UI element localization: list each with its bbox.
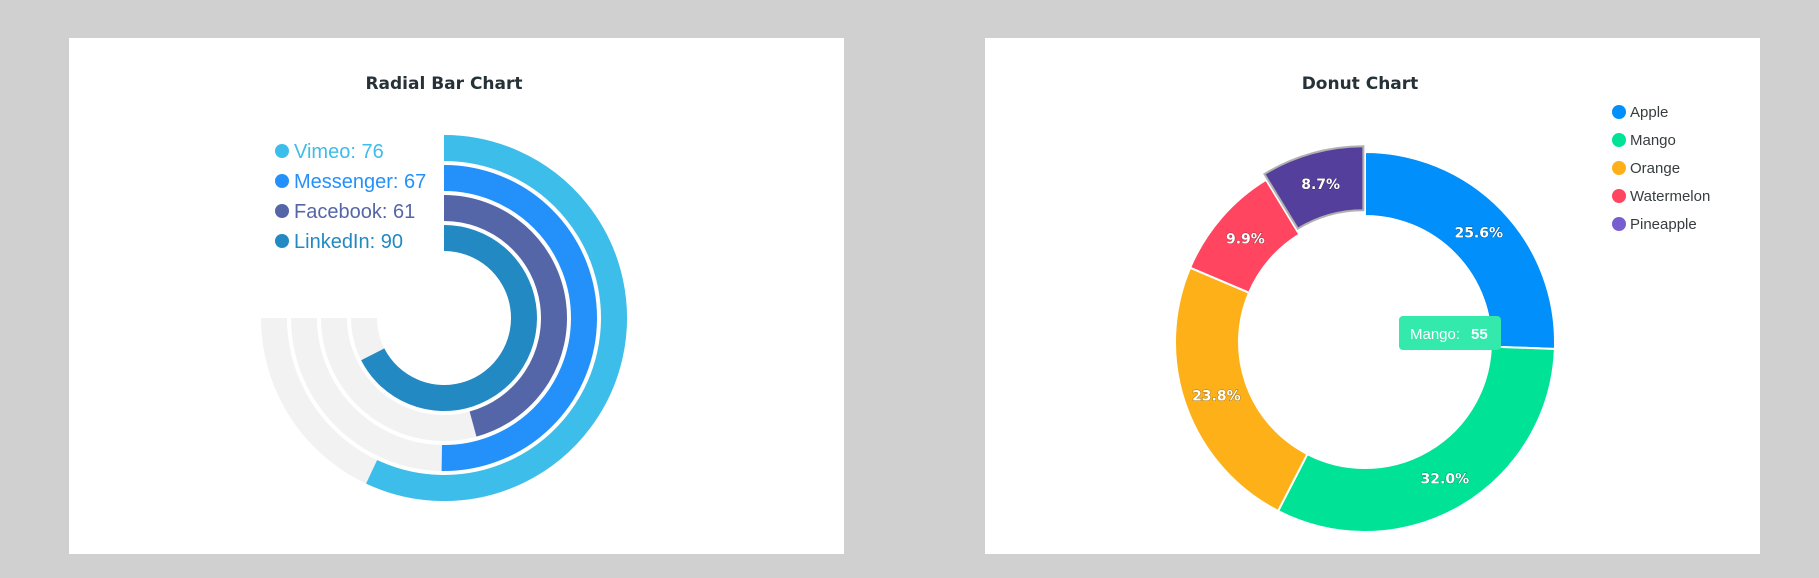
legend-label-mango[interactable]: Mango [1630, 132, 1676, 149]
donut-slice-apple[interactable] [1364, 150, 1556, 350]
donut-slice-watermelon[interactable] [1188, 178, 1301, 295]
legend-label-messenger: Messenger: 67 [294, 171, 426, 193]
slice-label-orange: 23.8% [1192, 389, 1241, 405]
slice-label-watermelon: 9.9% [1226, 232, 1265, 248]
tooltip-background [1399, 316, 1501, 350]
legend-marker-vimeo [275, 144, 289, 158]
donut-chart-title: Donut Chart [1302, 74, 1419, 94]
slice-label-apple: 25.6% [1454, 225, 1503, 241]
legend-marker-orange[interactable] [1612, 161, 1626, 175]
slice-label-mango: 32.0% [1421, 471, 1470, 487]
radial-bar-vimeo[interactable] [366, 135, 627, 501]
tooltip-value: 55 [1471, 326, 1488, 343]
legend-label-vimeo: Vimeo: 76 [294, 141, 384, 163]
slice-label-pineapple: 8.7% [1301, 177, 1340, 193]
donut-slice-pineapple[interactable] [1263, 145, 1365, 231]
legend-marker-watermelon[interactable] [1612, 189, 1626, 203]
legend-marker-apple[interactable] [1612, 105, 1626, 119]
donut-chart: Donut Chart 25.6% 32.0% 23.8% 9.9% 8.7% Appl… [1174, 74, 1710, 533]
legend-marker-linkedin [275, 234, 289, 248]
legend-label-watermelon[interactable]: Watermelon [1630, 188, 1710, 205]
radial-bar-chart-card: Radial Bar Chart Vimeo: 76 Messenger: 67 F… [69, 38, 844, 554]
donut-chart-card: Donut Chart 25.6% 32.0% 23.8% 9.9% 8.7% Appl… [985, 38, 1760, 554]
radial-bar-linkedin[interactable] [361, 225, 537, 411]
radial-bar-chart: Radial Bar Chart Vimeo: 76 Messenger: 67 F… [261, 74, 627, 501]
legend-label-facebook: Facebook: 61 [294, 201, 415, 223]
legend-label-linkedin: LinkedIn: 90 [294, 231, 403, 253]
radial-chart-title: Radial Bar Chart [365, 74, 522, 94]
radial-bar-messenger[interactable] [441, 165, 597, 471]
legend-marker-mango[interactable] [1612, 133, 1626, 147]
legend-label-pineapple[interactable]: Pineapple [1630, 216, 1697, 233]
radial-bar-facebook[interactable] [443, 195, 567, 437]
legend-marker-facebook [275, 204, 289, 218]
legend-label-apple[interactable]: Apple [1630, 104, 1668, 121]
legend-marker-messenger [275, 174, 289, 188]
tooltip: Mango: 55 [1399, 316, 1501, 350]
tooltip-label: Mango: [1410, 326, 1460, 343]
legend-label-orange[interactable]: Orange [1630, 160, 1680, 177]
donut-slice-mango[interactable] [1276, 345, 1556, 533]
legend-marker-pineapple[interactable] [1612, 217, 1626, 231]
